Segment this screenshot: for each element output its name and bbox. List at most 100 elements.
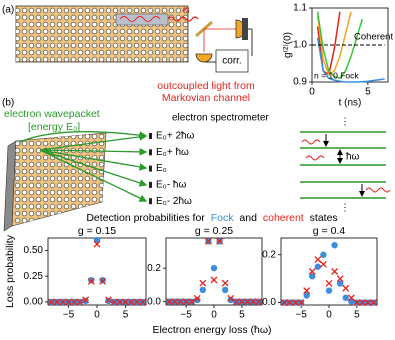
marker-x <box>177 298 184 306</box>
marker-x <box>221 279 229 287</box>
marker-x <box>53 298 61 306</box>
suptitle: Detection probabilities for Fock and coh… <box>86 212 337 224</box>
y-tick-label: 0.50 <box>24 245 44 256</box>
marker-x <box>336 275 344 283</box>
y-tick-label: 0.0 <box>147 296 161 307</box>
marker-x <box>65 298 72 306</box>
suptitle-part: and <box>239 212 257 224</box>
marker-x <box>238 298 246 306</box>
y-axis-label: g⁽²⁾(0) <box>283 32 294 58</box>
marker-dot <box>325 287 333 294</box>
energy-label: E₀+ ħω <box>156 147 189 158</box>
energy-labels: E₀+ 2ħω E₀+ ħω E₀ E₀- ħω E₀- 2ħω <box>149 131 195 207</box>
marker-dot <box>88 277 95 284</box>
energy-label: E₀ <box>156 163 167 174</box>
marker-dot <box>314 263 322 270</box>
marker-x <box>244 298 251 306</box>
marker-x <box>280 299 288 307</box>
marker-x <box>122 298 129 306</box>
marker-dot <box>309 273 316 280</box>
marker-x <box>216 237 224 245</box>
marker-x <box>347 294 355 302</box>
marker-x <box>59 298 67 306</box>
x-axis-label: Electron energy loss (ħω) <box>152 324 271 336</box>
marker-x <box>255 298 263 306</box>
marker-x <box>182 298 190 306</box>
energy-label: E₀- ħω <box>156 180 186 191</box>
marker-x <box>82 296 90 304</box>
plot-frame <box>47 237 147 306</box>
marker-x <box>232 298 240 306</box>
marker-x <box>353 299 361 307</box>
ellipsis: ⋮ <box>340 117 350 128</box>
y-tick-label: 1.1 <box>293 3 307 14</box>
x-tick-label: −5 <box>295 310 307 321</box>
spectrometer-slot <box>149 133 152 139</box>
marker-x <box>76 298 84 306</box>
line-series <box>316 37 385 83</box>
x-axis-label: t (ns) <box>339 98 362 109</box>
caption: outcoupled light from <box>157 80 255 92</box>
line-label: Coherent <box>354 32 393 43</box>
spectrometer-label: electron spectrometer <box>172 113 269 124</box>
chart-title: g = 0.15 <box>78 225 116 237</box>
plot-frame <box>280 237 378 306</box>
marker-x <box>99 277 107 285</box>
marker-dot <box>82 297 89 305</box>
marker-x <box>199 279 207 287</box>
marker-dot <box>221 286 229 294</box>
x-tick-label: −5 <box>63 310 75 321</box>
marker-x <box>319 260 327 268</box>
marker-x <box>359 299 366 307</box>
marker-x <box>303 287 311 295</box>
marker-dot <box>93 236 101 244</box>
marker-dot <box>303 292 310 299</box>
marker-x <box>188 298 196 306</box>
y-tick-label: 0.2 <box>147 263 161 274</box>
suptitle-part: coherent <box>263 212 304 224</box>
marker-dot <box>99 277 106 284</box>
energy-label: E₀+ 2ħω <box>156 131 195 142</box>
energy-label: E₀- 2ħω <box>156 196 192 207</box>
marker-x <box>139 298 147 306</box>
kappa-label: κᵢ <box>183 5 190 16</box>
marker-x <box>227 294 235 302</box>
x-tick-label: 0 <box>309 87 315 98</box>
y-tick-label: 1.0 <box>293 40 307 51</box>
sample-slab <box>3 132 107 232</box>
plot-frame <box>165 237 263 306</box>
marker-x <box>93 240 101 248</box>
marker-x <box>104 296 112 304</box>
marker-x <box>204 237 212 245</box>
suptitle-part: states <box>310 212 338 224</box>
marker-x <box>127 298 135 306</box>
y-tick-label: 0.0 <box>262 297 276 308</box>
marker-x <box>297 299 305 307</box>
marker-x <box>370 299 378 307</box>
marker-x <box>342 284 350 292</box>
photonic-crystal <box>15 5 199 63</box>
marker-x <box>133 298 141 306</box>
marker-x <box>165 298 173 306</box>
panel-label: (a) <box>2 5 14 16</box>
annotation: n = 10 Fock <box>314 70 359 80</box>
marker-x <box>171 298 179 306</box>
marker-dot <box>105 297 112 305</box>
x-tick-label: 5 <box>354 310 360 321</box>
chart-title: g = 0.4 <box>313 225 346 237</box>
spectrometer-slot <box>149 198 152 205</box>
marker-dot <box>342 294 349 302</box>
ellipsis: ⋮ <box>340 203 350 214</box>
marker-x <box>249 298 257 306</box>
marker-dot <box>331 241 338 249</box>
electron-rays <box>19 131 148 202</box>
y-tick-label: 0.25 <box>24 271 44 282</box>
marker-x <box>286 299 294 307</box>
marker-x <box>325 280 333 287</box>
spectrometer-slot <box>149 149 152 156</box>
panel-label: (b) <box>2 98 14 109</box>
suptitle-part: Fock <box>211 212 235 224</box>
corr-label: corr. <box>222 56 241 67</box>
x-tick-label: 0 <box>94 310 100 321</box>
